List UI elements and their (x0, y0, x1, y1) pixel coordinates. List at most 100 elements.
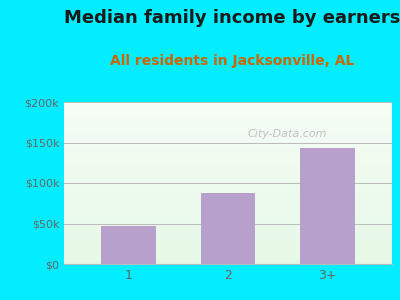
Bar (64, 178, 392, 180)
Bar (64, 152, 392, 154)
Bar (64, 131, 392, 133)
Bar (300, 148, 355, 264)
Bar (64, 214, 392, 215)
Bar (64, 147, 392, 149)
Text: City-Data.com: City-Data.com (247, 129, 327, 140)
Bar (64, 225, 392, 227)
Bar (101, 226, 156, 264)
Bar (64, 118, 392, 120)
Bar (64, 220, 392, 222)
Bar (64, 243, 392, 244)
Bar (64, 186, 392, 188)
Bar (64, 204, 392, 206)
Bar (64, 202, 392, 204)
Bar (64, 235, 392, 236)
Bar (64, 133, 392, 134)
Bar (64, 105, 392, 107)
Bar (64, 149, 392, 151)
Bar (64, 146, 392, 147)
Bar (64, 244, 392, 246)
Text: All residents in Jacksonville, AL: All residents in Jacksonville, AL (110, 54, 354, 68)
Bar (64, 211, 392, 212)
Bar (64, 188, 392, 190)
Bar (64, 201, 392, 203)
Bar (64, 259, 392, 261)
Bar (64, 115, 392, 117)
Bar (64, 193, 392, 194)
Bar (64, 102, 392, 104)
Bar (64, 215, 392, 217)
Bar (64, 113, 392, 115)
Bar (64, 139, 392, 141)
Bar (201, 193, 255, 264)
Bar (64, 120, 392, 122)
Bar (64, 176, 392, 178)
Bar (64, 168, 392, 170)
Bar (64, 236, 392, 238)
Text: Median family income by earners: Median family income by earners (64, 9, 400, 27)
Bar (64, 107, 392, 109)
Bar (64, 219, 392, 220)
Bar (64, 182, 392, 183)
Bar (64, 241, 392, 243)
Bar (64, 262, 392, 264)
Bar (64, 224, 392, 225)
Bar (64, 184, 392, 186)
Bar (64, 228, 392, 230)
Bar (64, 138, 392, 139)
Bar (64, 246, 392, 248)
Bar (64, 212, 392, 214)
Bar (64, 125, 392, 126)
Bar (64, 227, 392, 228)
Bar (64, 103, 392, 105)
Bar (64, 249, 392, 251)
Bar (64, 144, 392, 146)
Bar (64, 164, 392, 165)
Bar (64, 238, 392, 240)
Bar (64, 155, 392, 157)
Bar (64, 222, 392, 224)
Bar (64, 261, 392, 262)
Bar (64, 251, 392, 253)
Bar (64, 170, 392, 172)
Bar (64, 122, 392, 123)
Bar (64, 230, 392, 232)
Bar (64, 190, 392, 191)
Bar (64, 167, 392, 168)
Bar (64, 157, 392, 159)
Bar (64, 206, 392, 207)
Bar (64, 194, 392, 196)
Bar (64, 248, 392, 249)
Bar (64, 217, 392, 219)
Bar (64, 160, 392, 162)
Bar (64, 207, 392, 209)
Bar (64, 233, 392, 235)
Bar (64, 126, 392, 128)
Bar (64, 175, 392, 176)
Bar (64, 123, 392, 125)
Bar (64, 136, 392, 138)
Bar (64, 196, 392, 198)
Bar (64, 165, 392, 167)
Bar (64, 154, 392, 155)
Bar (64, 240, 392, 241)
Bar (64, 151, 392, 152)
Bar (64, 162, 392, 164)
Bar (64, 109, 392, 110)
Bar (64, 232, 392, 233)
Bar (64, 198, 392, 199)
Bar (64, 199, 392, 201)
Bar (64, 134, 392, 136)
Bar (64, 254, 392, 256)
Bar (64, 257, 392, 259)
Bar (64, 191, 392, 193)
Bar (64, 112, 392, 113)
Bar (64, 183, 392, 184)
Bar (64, 128, 392, 130)
Bar (64, 172, 392, 173)
Bar (64, 180, 392, 182)
Bar (64, 253, 392, 254)
Bar (64, 141, 392, 142)
Bar (64, 117, 392, 118)
Bar (64, 159, 392, 160)
